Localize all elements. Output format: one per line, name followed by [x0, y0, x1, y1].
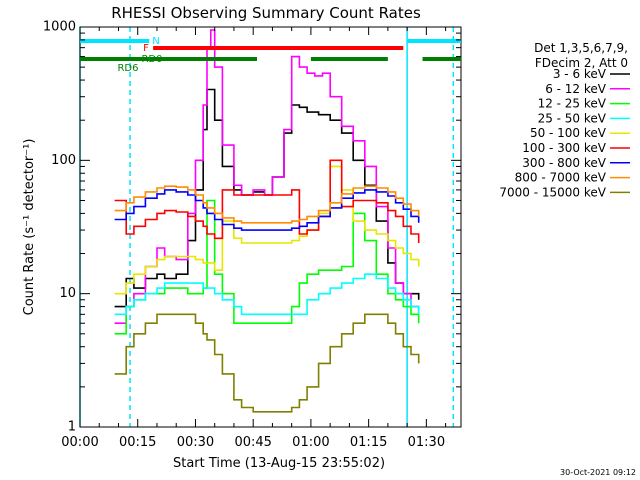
legend-header: FDecim 2, Att 0 — [535, 56, 628, 70]
flag-label-f: F — [143, 43, 149, 54]
timestamp: 30-Oct-2021 09:12 — [560, 468, 636, 477]
x-tick-label: 00:15 — [119, 435, 156, 450]
legend-label-6-12-kev: 6 - 12 keV — [545, 82, 607, 96]
series-line-300-800-kev — [114, 189, 420, 231]
x-tick-label: 00:45 — [234, 435, 271, 450]
x-tick-label: 00:30 — [177, 435, 214, 450]
flag-label-n: N — [152, 36, 159, 47]
legend-label-300-800-kev: 300 - 800 keV — [522, 156, 606, 170]
y-tick-label: 1 — [68, 420, 76, 435]
series-line-12-25-kev — [114, 199, 420, 335]
y-axis: 1 10 100 1000 — [43, 20, 461, 435]
plot-area — [79, 27, 455, 427]
x-tick-label: 01:15 — [350, 435, 387, 450]
y-tick-label: 10 — [59, 286, 76, 301]
legend-label-25-50-kev: 25 - 50 keV — [538, 111, 607, 125]
y-axis-label: Count Rate (s⁻¹ detector⁻¹) — [22, 139, 37, 316]
series-line-25-50-kev — [114, 273, 420, 316]
legend-label-100-300-kev: 100 - 300 keV — [522, 141, 606, 155]
plot-frame — [79, 26, 462, 428]
x-tick-label: 00:00 — [61, 435, 98, 450]
legend-label-800-7000-kev: 800 - 7000 keV — [515, 171, 607, 185]
legend-label-7000-15000-kev: 7000 - 15000 keV — [499, 185, 606, 199]
x-tick-label: 01:00 — [292, 435, 329, 450]
series-line-100-300-kev — [114, 159, 420, 243]
series-line-800-7000-kev — [114, 185, 420, 224]
series-line-50-100-kev — [114, 165, 420, 295]
legend: Det 1,3,5,6,7,9,FDecim 2, Att 03 - 6 keV… — [499, 41, 630, 199]
flag-label-rd0: RD0 — [141, 54, 162, 65]
legend-header: Det 1,3,5,6,7,9, — [534, 41, 628, 55]
x-axis-label: Start Time (13-Aug-15 23:55:02) — [173, 456, 385, 471]
chart-title: RHESSI Observing Summary Count Rates — [111, 4, 421, 22]
x-tick-label: 01:30 — [408, 435, 445, 450]
legend-label-12-25-kev: 12 - 25 keV — [538, 97, 607, 111]
flag-label-rd6: RD6 — [117, 63, 138, 74]
y-tick-label: 1000 — [43, 20, 76, 35]
series-line-7000-15000-kev — [114, 313, 420, 413]
y-tick-label: 100 — [51, 153, 76, 168]
legend-label-3-6-kev: 3 - 6 keV — [553, 67, 607, 81]
legend-label-50-100-kev: 50 - 100 keV — [530, 126, 607, 140]
x-axis: 00:00 00:15 00:30 00:45 01:00 01:15 01:30 — [61, 27, 447, 450]
